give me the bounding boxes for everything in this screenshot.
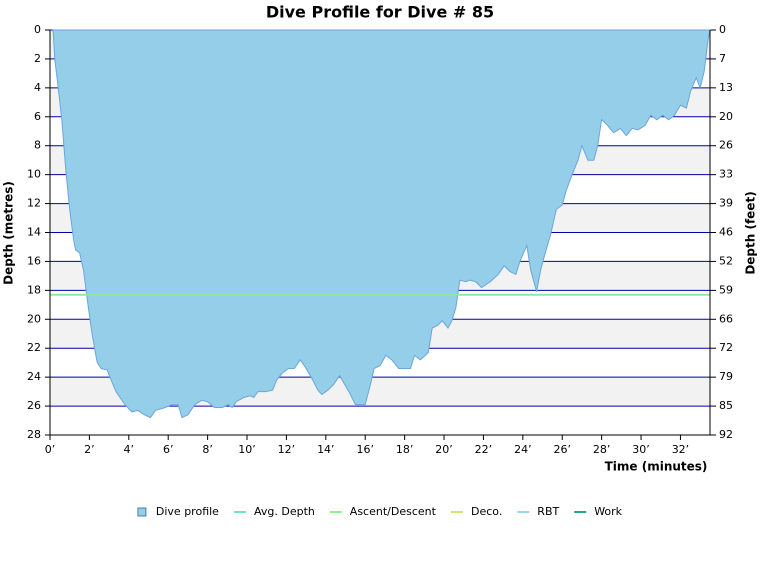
legend-label: Ascent/Descent — [350, 505, 437, 518]
x-tick-label: 24’ — [514, 443, 532, 456]
y-tick-label: 12 — [27, 197, 41, 210]
y-tick-label: 22 — [27, 341, 41, 354]
legend-label: Deco. — [471, 505, 502, 518]
legend-label: Work — [594, 505, 622, 518]
x-tick-label: 4’ — [124, 443, 135, 456]
y2-tick-label: 66 — [719, 312, 733, 325]
x-tick-label: 14’ — [317, 443, 335, 456]
x-tick-label: 18’ — [396, 443, 414, 456]
y2-tick-label: 0 — [719, 23, 726, 36]
x-tick-label: 16’ — [356, 443, 374, 456]
y-tick-label: 2 — [34, 52, 41, 65]
x-tick-label: 22’ — [475, 443, 493, 456]
x-tick-label: 28’ — [593, 443, 611, 456]
x-tick-label: 10’ — [238, 443, 256, 456]
legend-swatch — [137, 507, 147, 517]
y2-tick-label: 59 — [719, 283, 733, 296]
chart-title: Dive Profile for Dive # 85 — [266, 3, 494, 22]
x-tick-label: 26’ — [553, 443, 571, 456]
y2-tick-label: 20 — [719, 110, 733, 123]
y-tick-label: 0 — [34, 23, 41, 36]
y2-tick-label: 26 — [719, 139, 733, 152]
legend-item: Work — [574, 505, 623, 518]
y-tick-label: 4 — [34, 81, 41, 94]
y2-tick-label: 85 — [719, 399, 733, 412]
y2-tick-label: 72 — [719, 341, 733, 354]
y-tick-label: 24 — [27, 370, 41, 383]
x-tick-label: 12’ — [278, 443, 296, 456]
legend-item: Deco. — [451, 505, 502, 518]
y2-tick-label: 7 — [719, 52, 726, 65]
y2-tick-label: 13 — [719, 81, 733, 94]
y2-axis-title: Depth (feet) — [744, 191, 758, 274]
legend-item: Avg. Depth — [234, 505, 315, 518]
legend: Dive profile Avg. Depth Ascent/Descent Deco… — [137, 505, 623, 518]
y2-tick-label: 52 — [719, 254, 733, 267]
x-axis-title: Time (minutes) — [605, 460, 708, 474]
y2-tick-label: 92 — [719, 428, 733, 441]
y2-tick-label: 79 — [719, 370, 733, 383]
legend-item: RBT — [517, 505, 559, 518]
legend-label: Avg. Depth — [254, 505, 315, 518]
legend-item: Ascent/Descent — [329, 505, 437, 518]
x-tick-label: 30’ — [632, 443, 650, 456]
legend-label: RBT — [537, 505, 559, 518]
y2-tick-label: 46 — [719, 226, 733, 239]
x-tick-label: 8’ — [202, 443, 213, 456]
y-tick-label: 8 — [34, 139, 41, 152]
legend-item: Dive profile — [137, 505, 219, 518]
y-axis-title: Depth (metres) — [2, 181, 16, 285]
x-tick-label: 20’ — [435, 443, 453, 456]
y-tick-label: 18 — [27, 283, 41, 296]
y-tick-label: 28 — [27, 428, 41, 441]
y-tick-label: 26 — [27, 399, 41, 412]
dive-profile-area — [52, 29, 711, 419]
y-tick-label: 14 — [27, 226, 41, 239]
y-tick-label: 20 — [27, 312, 41, 325]
x-tick-label: 32’ — [672, 443, 690, 456]
x-tick-label: 0’ — [45, 443, 56, 456]
y-tick-label: 10 — [27, 168, 41, 181]
legend-label: Dive profile — [156, 505, 219, 518]
y-tick-label: 6 — [34, 110, 41, 123]
y2-tick-label: 33 — [719, 168, 733, 181]
x-tick-label: 6’ — [163, 443, 174, 456]
x-tick-label: 2’ — [84, 443, 95, 456]
y-tick-label: 16 — [27, 254, 41, 267]
y2-tick-label: 39 — [719, 197, 733, 210]
